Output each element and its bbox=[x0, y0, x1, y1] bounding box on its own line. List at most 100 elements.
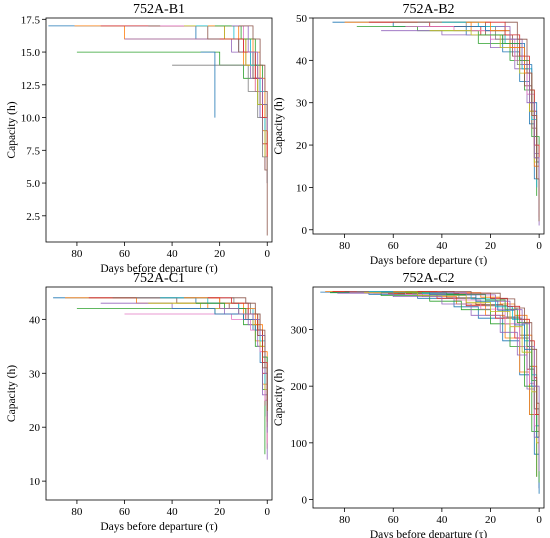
x-tick-label: 0 bbox=[264, 506, 270, 518]
series-line bbox=[405, 26, 540, 205]
panel-title: 752A-C1 bbox=[133, 271, 185, 286]
x-tick-label: 80 bbox=[339, 240, 351, 252]
panel-752a-b1: 80 60 40 20 0 2.5 5.0 7.5 10.0 12.5 15.0 17.5 752A-B… bbox=[6, 2, 273, 275]
series-line bbox=[337, 292, 540, 489]
panel-title: 752A-B2 bbox=[402, 2, 454, 17]
panel-752a-b2: 80 60 40 20 0 0 10 20 30 40 50 752A-B2 Days before d… bbox=[273, 2, 545, 267]
series-line bbox=[195, 302, 268, 417]
series-line bbox=[381, 291, 540, 489]
y-tick-label: 50 bbox=[296, 13, 308, 25]
series-line bbox=[332, 21, 540, 222]
series-line bbox=[466, 21, 538, 179]
series-line bbox=[207, 297, 268, 422]
x-axis-label: Days before departure (τ) bbox=[100, 263, 217, 275]
series-line bbox=[495, 26, 540, 226]
series-line bbox=[231, 297, 268, 411]
series-line bbox=[88, 297, 268, 428]
x-tick-label: 60 bbox=[119, 506, 131, 518]
series-line bbox=[505, 21, 540, 222]
series-line bbox=[184, 297, 268, 401]
series-lines bbox=[53, 297, 268, 460]
series-line bbox=[429, 292, 540, 472]
series-line bbox=[160, 297, 266, 385]
plot-frame bbox=[45, 286, 273, 501]
x-tick-label: 0 bbox=[264, 248, 270, 260]
x-tick-label: 20 bbox=[485, 240, 497, 252]
y-tick-label: 40 bbox=[29, 314, 41, 326]
series-line bbox=[454, 26, 540, 213]
series-line bbox=[429, 30, 540, 222]
series-line bbox=[231, 25, 268, 131]
series-line bbox=[53, 297, 266, 417]
series-line bbox=[332, 291, 540, 466]
series-line bbox=[207, 25, 266, 118]
y-tick-label: 2.5 bbox=[26, 211, 40, 223]
series-line bbox=[124, 313, 268, 444]
y-tick-label: 0 bbox=[302, 495, 308, 507]
series-lines bbox=[320, 291, 540, 494]
series-line bbox=[74, 25, 268, 170]
series-line bbox=[417, 21, 540, 218]
panel-title: 752A-C2 bbox=[402, 271, 454, 286]
series-line bbox=[368, 291, 540, 466]
series-line bbox=[160, 25, 263, 144]
series-line bbox=[172, 64, 268, 184]
y-axis-label: Capacity (h) bbox=[6, 101, 18, 158]
y-tick-label: 10 bbox=[29, 476, 41, 488]
y-axis-label: Capacity (h) bbox=[273, 97, 285, 154]
series-line bbox=[478, 34, 540, 209]
plot-frame bbox=[312, 286, 545, 509]
plot-frame bbox=[312, 17, 545, 235]
series-line bbox=[195, 25, 266, 131]
x-axis-label: Days before departure (τ) bbox=[370, 529, 487, 538]
series-line bbox=[485, 21, 540, 218]
series-line bbox=[441, 291, 540, 438]
series-line bbox=[76, 308, 266, 455]
series-line bbox=[238, 25, 268, 118]
x-tick-label: 80 bbox=[71, 506, 83, 518]
series-line bbox=[65, 297, 268, 449]
series-line bbox=[330, 292, 538, 477]
series-line bbox=[349, 291, 540, 483]
series-line bbox=[356, 26, 538, 196]
y-tick-label: 30 bbox=[296, 98, 308, 110]
series-line bbox=[48, 25, 266, 157]
y-tick-label: 20 bbox=[296, 140, 308, 152]
x-axis-label: Days before departure (τ) bbox=[100, 521, 217, 533]
x-tick-label: 20 bbox=[485, 514, 497, 526]
series-line bbox=[405, 291, 540, 483]
series-line bbox=[214, 25, 268, 144]
y-tick-label: 30 bbox=[29, 368, 41, 380]
x-tick-label: 40 bbox=[436, 514, 448, 526]
y-tick-label: 5.0 bbox=[26, 178, 40, 190]
y-tick-label: 10 bbox=[296, 182, 308, 194]
y-tick-label: 20 bbox=[29, 422, 41, 434]
x-tick-label: 40 bbox=[167, 506, 179, 518]
series-line bbox=[76, 51, 266, 157]
y-tick-label: 15.0 bbox=[21, 47, 41, 59]
series-line bbox=[100, 302, 268, 460]
x-tick-label: 40 bbox=[436, 240, 448, 252]
x-tick-label: 60 bbox=[388, 240, 400, 252]
x-tick-label: 0 bbox=[536, 514, 542, 526]
x-tick-label: 60 bbox=[119, 248, 131, 260]
plot-frame bbox=[45, 17, 273, 243]
series-line bbox=[148, 302, 268, 428]
y-tick-label: 0 bbox=[302, 225, 308, 237]
y-tick-label: 10.0 bbox=[21, 113, 41, 125]
x-tick-label: 20 bbox=[214, 248, 226, 260]
y-tick-label: 12.5 bbox=[21, 80, 41, 92]
y-tick-label: 200 bbox=[291, 381, 308, 393]
series-line bbox=[200, 51, 216, 118]
y-tick-label: 300 bbox=[291, 325, 308, 337]
series-line bbox=[100, 25, 268, 184]
series-line bbox=[320, 291, 540, 494]
y-tick-label: 100 bbox=[291, 438, 308, 450]
series-line bbox=[368, 21, 540, 209]
series-lines bbox=[332, 21, 540, 226]
series-line bbox=[219, 38, 268, 157]
y-axis-label: Capacity (h) bbox=[273, 369, 285, 426]
x-tick-label: 20 bbox=[214, 506, 226, 518]
